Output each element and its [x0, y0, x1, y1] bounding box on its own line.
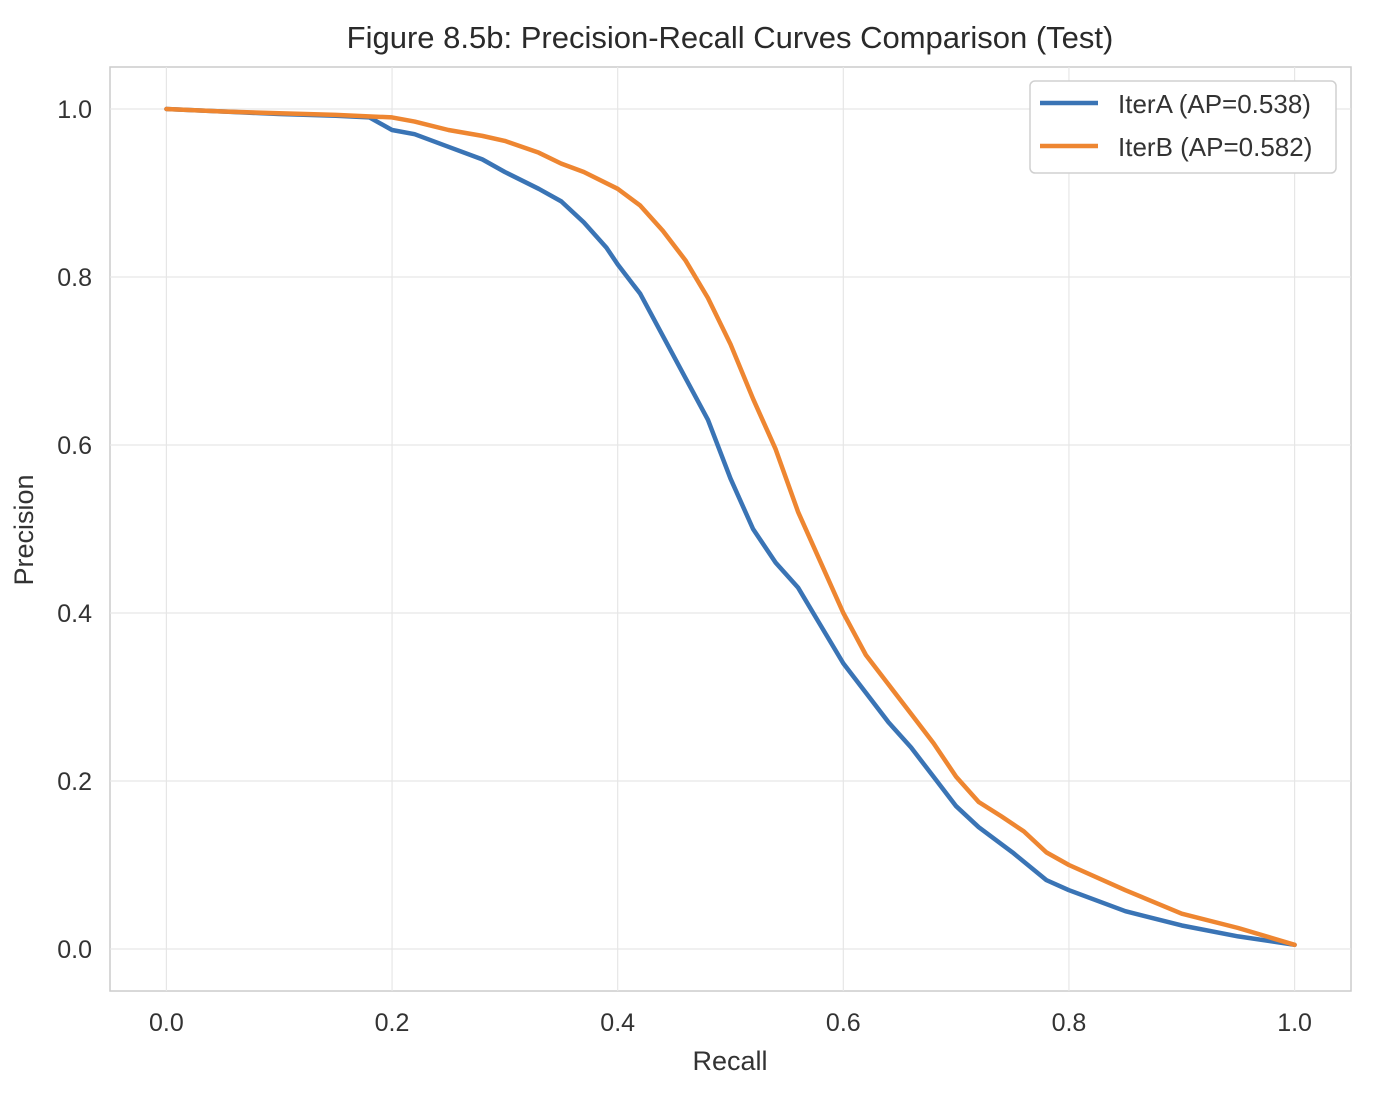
legend-box: [1029, 80, 1337, 174]
x-tick-label: 0.8: [1052, 1009, 1087, 1037]
legend: IterA (AP=0.538) IterB (AP=0.582): [1029, 80, 1337, 174]
x-tick-label: 0.2: [375, 1009, 410, 1037]
legend-label-itera: IterA (AP=0.538): [1118, 89, 1311, 119]
x-axis-label: Recall: [692, 1046, 767, 1076]
x-tick-label: 0.6: [826, 1009, 861, 1037]
legend-label-iterb: IterB (AP=0.582): [1118, 132, 1312, 162]
series-line-itera: [164, 106, 1297, 948]
y-tick-label: 0.2: [57, 768, 92, 796]
series-layer: [164, 106, 1297, 948]
series-line-iterb: [164, 106, 1297, 948]
x-tick-label: 0.4: [600, 1009, 635, 1037]
x-axis-ticks: 0.0 0.2 0.4 0.6 0.8 1.0: [149, 1009, 1312, 1037]
y-tick-label: 0.6: [57, 432, 92, 460]
y-axis-ticks: 0.0 0.2 0.4 0.6 0.8 1.0: [57, 96, 92, 964]
y-tick-label: 0.0: [57, 936, 92, 964]
y-tick-label: 0.4: [57, 600, 92, 628]
grid: [110, 67, 1351, 991]
y-tick-label: 1.0: [57, 96, 92, 124]
plot-area: [109, 66, 1352, 992]
chart-title: Figure 8.5b: Precision-Recall Curves Com…: [347, 20, 1114, 55]
y-tick-label: 0.8: [57, 264, 92, 292]
y-axis-label: Precision: [9, 474, 39, 585]
x-tick-label: 0.0: [149, 1009, 184, 1037]
x-tick-label: 1.0: [1277, 1009, 1312, 1037]
